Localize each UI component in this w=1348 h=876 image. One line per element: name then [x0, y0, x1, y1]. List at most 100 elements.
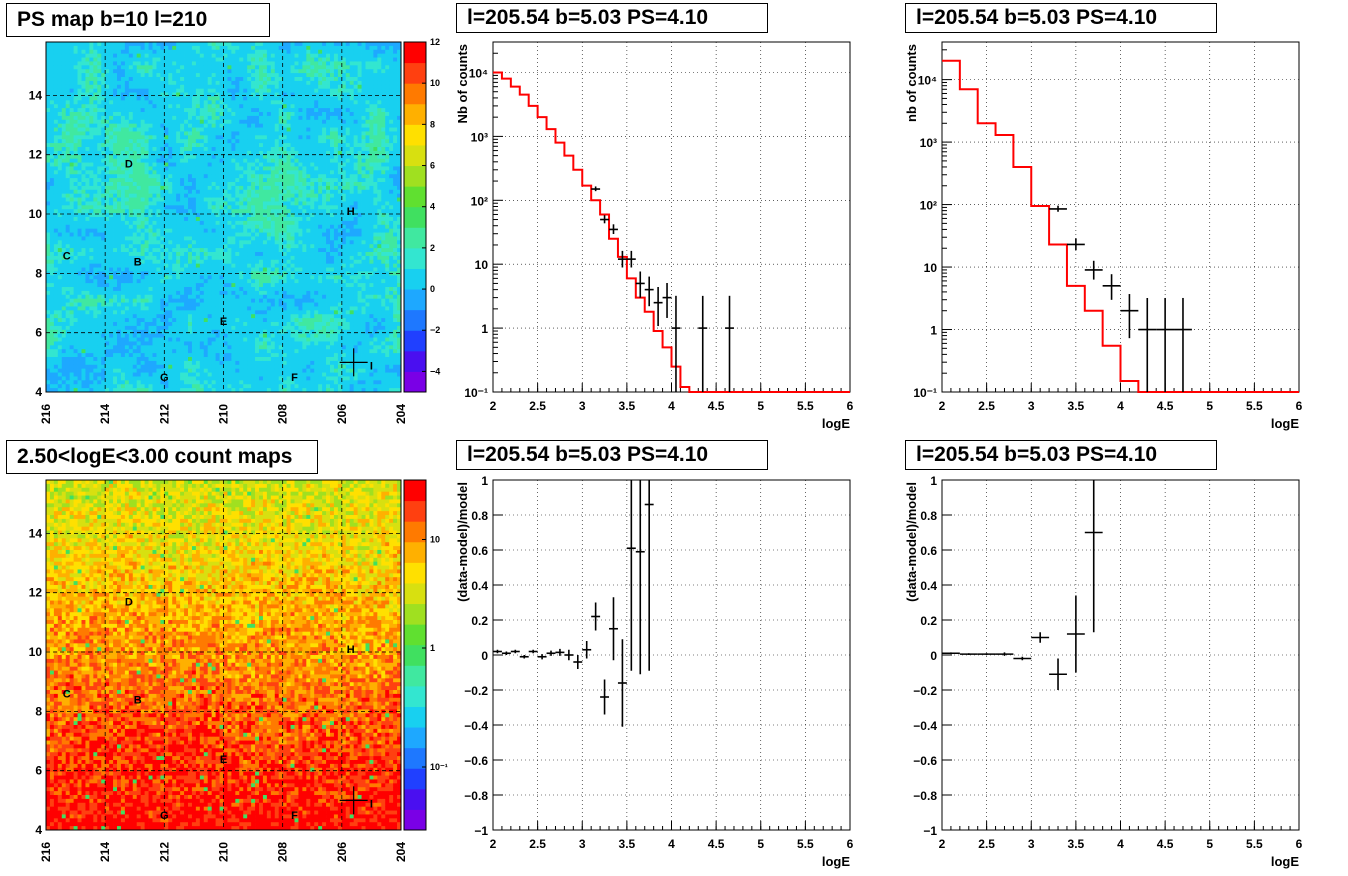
- ps-source-label-D: D: [125, 159, 133, 171]
- plot4-y-tick-label: 0.4: [920, 579, 937, 593]
- plot4-residual-point: [1049, 658, 1067, 690]
- plot2-y-tick-label: 10: [924, 261, 938, 275]
- plot3-y-tick-label: 0.2: [471, 614, 488, 628]
- plot2-data-point: [1174, 297, 1192, 392]
- ps-palette-step: [404, 62, 426, 84]
- plot3-y-tick-label: 0.4: [471, 579, 488, 593]
- counts-palette-step: [404, 603, 426, 625]
- plot3-residual-point: [600, 679, 610, 715]
- plot1-y-tick-label: 10³: [471, 130, 488, 144]
- plot1-data-point: [609, 224, 618, 235]
- ps-map-title: PS map b=10 l=210: [6, 3, 270, 37]
- plot4-y-tick-label: 0.8: [920, 509, 937, 523]
- counts-map-x-tick: 206: [335, 842, 349, 862]
- counts-palette-step: [404, 480, 426, 502]
- plot2-y-tick-label: 10³: [920, 136, 937, 150]
- plot2-x-tick-label: 5: [1206, 399, 1213, 413]
- plot3-residual-point: [573, 655, 583, 669]
- plot2-x-axis-title: logE: [1271, 416, 1299, 431]
- plot2-x-tick-label: 3.5: [1068, 399, 1085, 413]
- plot3-x-tick-label: 5.5: [797, 837, 814, 851]
- ps-palette-frame: [403, 41, 427, 393]
- plot3-residual-point: [617, 639, 627, 727]
- plot3-x-tick-label: 3.5: [619, 837, 636, 851]
- ps-map-y-tick: 4: [35, 385, 42, 399]
- spectrum-2-title: l=205.54 b=5.03 PS=4.10: [905, 3, 1217, 33]
- ps-map-x-tick: 216: [39, 404, 53, 424]
- counts-source-label-I: I: [370, 798, 373, 810]
- plot4-x-tick-label: 2.5: [978, 837, 995, 851]
- ps-map: [46, 42, 402, 393]
- plot3-residual-point: [537, 654, 547, 660]
- counts-map-x-tick: 208: [276, 842, 290, 862]
- plot4-y-tick-label: −0.2: [913, 684, 937, 698]
- ps-palette-label: −2: [430, 325, 440, 335]
- plot1-x-tick-label: 5: [757, 399, 764, 413]
- ps-palette-label: 0: [430, 284, 435, 294]
- plot4-x-axis-title: logE: [1271, 854, 1299, 869]
- plot4-y-tick-label: 0.2: [920, 614, 937, 628]
- ps-palette-step: [404, 83, 426, 105]
- plot3-y-tick-label: −1: [474, 824, 488, 838]
- plot4-x-tick-label: 2: [939, 837, 946, 851]
- plot4-x-tick-label: 6: [1296, 837, 1303, 851]
- plot4-x-tick-label: 4: [1117, 837, 1124, 851]
- ps-map-y-tick: 14: [29, 88, 43, 102]
- plot3-residual-point: [635, 480, 645, 675]
- ps-palette-label: 12: [430, 37, 440, 47]
- plot3-y-axis-title: (data-model)/model: [455, 482, 470, 602]
- plot3-residual-point: [644, 480, 654, 671]
- ps-palette-label: 8: [430, 119, 435, 129]
- counts-map-x-tick: 214: [98, 842, 112, 862]
- counts-map-y-tick: 6: [35, 764, 42, 778]
- plot3-x-tick-label: 4.5: [708, 837, 725, 851]
- plot2-x-tick-label: 5.5: [1246, 399, 1263, 413]
- counts-map-x-tick: 212: [157, 842, 171, 862]
- ps-map-x-tick: 204: [394, 404, 408, 424]
- counts-map-x-tick: 204: [394, 842, 408, 862]
- ps-palette-step: [404, 268, 426, 290]
- counts-source-label-D: D: [125, 597, 133, 609]
- plot2-data-point: [1102, 274, 1121, 300]
- plot4-x-tick-label: 5.5: [1246, 837, 1263, 851]
- plot1-data-point: [671, 295, 681, 392]
- plot1-data-point: [725, 295, 734, 392]
- plot3-residual-point: [591, 602, 601, 631]
- plot3-residual-point: [528, 649, 538, 654]
- plot2-x-tick-label: 6: [1296, 399, 1303, 413]
- plot3-y-tick-label: −0.6: [464, 754, 488, 768]
- plot1-x-tick-label: 5.5: [797, 399, 814, 413]
- counts-source-label-B: B: [134, 694, 142, 706]
- counts-map-y-tick: 12: [29, 586, 43, 600]
- ps-map-x-tick: 210: [217, 404, 231, 424]
- ps-palette-step: [404, 186, 426, 208]
- plot3-residual-point: [501, 651, 511, 655]
- plot4-y-tick-label: −0.4: [913, 719, 937, 733]
- plot2-data-point: [1156, 297, 1175, 392]
- ps-palette-step: [404, 247, 426, 269]
- plot1-data-point: [644, 276, 654, 307]
- plot4-residual-point: [1066, 595, 1085, 673]
- counts-palette-frame: [403, 479, 427, 831]
- plot4-y-tick-label: 1: [930, 474, 937, 488]
- plot1-data-point: [626, 250, 636, 268]
- plot3-y-tick-label: 0.8: [471, 509, 488, 523]
- plot3-residual-point: [510, 649, 520, 654]
- plot3-residual-point: [564, 649, 574, 661]
- plot3-x-tick-label: 6: [847, 837, 854, 851]
- plot1-x-tick-label: 2: [490, 399, 497, 413]
- plot1-data-point: [600, 215, 610, 224]
- plot4-x-tick-label: 5: [1206, 837, 1213, 851]
- ps-palette-step: [404, 144, 426, 167]
- plot2-data-point: [1084, 260, 1103, 280]
- plot4-residual-point: [1084, 480, 1103, 633]
- counts-map-y-tick: 4: [35, 823, 42, 837]
- plot1-data-point: [617, 250, 627, 268]
- plot4-y-tick-label: 0: [930, 649, 937, 663]
- plot4-x-tick-label: 3.5: [1068, 837, 1085, 851]
- counts-palette-step: [404, 788, 426, 810]
- plot1-y-tick-label: 10⁴: [469, 66, 488, 80]
- plot4-residual-point: [977, 653, 996, 655]
- plot2-y-tick-label: 10⁴: [918, 74, 937, 88]
